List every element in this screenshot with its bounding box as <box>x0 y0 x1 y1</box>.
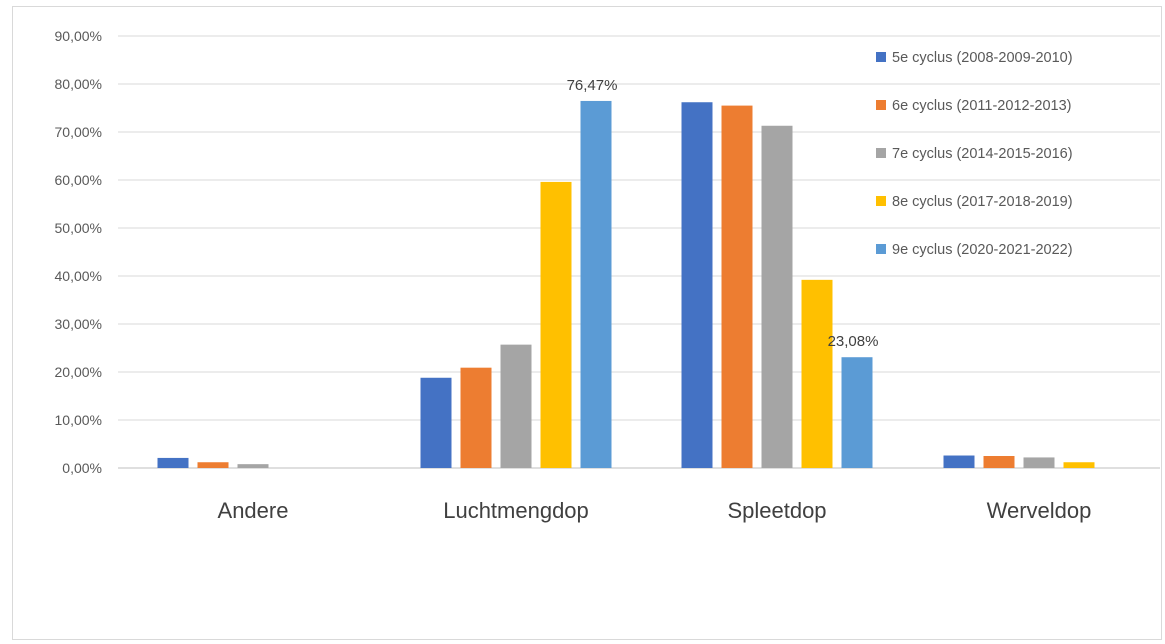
bar <box>801 279 833 468</box>
bar <box>841 357 873 468</box>
legend-swatch <box>876 244 886 254</box>
y-tick-label: 70,00% <box>55 124 102 140</box>
y-tick-label: 90,00% <box>55 28 102 44</box>
y-tick-label: 30,00% <box>55 316 102 332</box>
x-tick-label: Andere <box>218 498 289 523</box>
data-label: 23,08% <box>828 333 879 350</box>
legend-label: 6e cyclus (2011-2012-2013) <box>892 98 1071 114</box>
bar <box>157 457 189 468</box>
bar <box>540 181 572 469</box>
bars <box>157 100 1095 469</box>
bar <box>460 367 492 468</box>
legend-label: 9e cyclus (2020-2021-2022) <box>892 242 1073 258</box>
x-tick-label: Luchtmengdop <box>443 498 589 523</box>
y-tick-label: 50,00% <box>55 220 102 236</box>
y-tick-label: 20,00% <box>55 364 102 380</box>
bar <box>237 464 269 468</box>
x-tick-label: Werveldop <box>987 498 1092 523</box>
bar <box>197 462 229 468</box>
y-axis: 0,00% 10,00% 20,00% 30,00% 40,00% 50,00% 60,00… <box>55 28 102 476</box>
bar <box>943 455 975 468</box>
x-tick-label: Spleetdop <box>727 498 826 523</box>
y-tick-label: 60,00% <box>55 172 102 188</box>
bar <box>1063 462 1095 468</box>
x-axis: Andere Luchtmengdop Spleetdop Werveldop <box>218 498 1092 523</box>
bar <box>1023 457 1055 468</box>
y-tick-label: 40,00% <box>55 268 102 284</box>
y-tick-label: 10,00% <box>55 412 102 428</box>
legend-swatch <box>876 100 886 110</box>
legend-swatch <box>876 196 886 206</box>
data-labels: 76,47% 23,08% <box>567 77 879 350</box>
bar <box>420 377 452 468</box>
bar <box>681 102 713 469</box>
legend: 5e cyclus (2008-2009-2010) 6e cyclus (201… <box>876 50 1073 258</box>
y-tick-label: 0,00% <box>62 460 102 476</box>
y-tick-label: 80,00% <box>55 76 102 92</box>
bar <box>983 456 1015 468</box>
bar <box>580 100 612 468</box>
data-label: 76,47% <box>567 77 618 94</box>
legend-label: 8e cyclus (2017-2018-2019) <box>892 194 1073 210</box>
legend-label: 5e cyclus (2008-2009-2010) <box>892 50 1073 66</box>
legend-label: 7e cyclus (2014-2015-2016) <box>892 146 1073 162</box>
bar <box>500 344 532 468</box>
bar <box>721 105 753 468</box>
legend-swatch <box>876 148 886 158</box>
bar <box>761 125 793 468</box>
legend-swatch <box>876 52 886 62</box>
